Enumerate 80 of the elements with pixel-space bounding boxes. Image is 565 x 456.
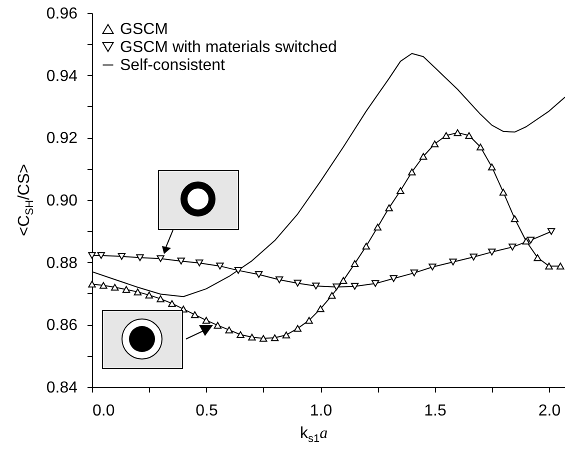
y-tick-label: 0.84 [46, 380, 78, 396]
point [556, 262, 564, 270]
x-tick-label: 1.5 [424, 402, 446, 420]
point [526, 236, 535, 244]
legend-label: GSCM with materials switched [120, 39, 337, 56]
y-tick-label: 0.96 [46, 6, 78, 22]
point [350, 282, 359, 290]
point [110, 284, 119, 291]
y-tick-label: 0.86 [46, 317, 78, 334]
point [362, 242, 370, 250]
point [225, 326, 233, 334]
y-tick-label: 0.92 [46, 130, 78, 148]
point [156, 255, 164, 262]
x-tick-label: 0.5 [196, 402, 218, 420]
point [449, 258, 457, 266]
point [374, 224, 382, 231]
point [100, 282, 108, 289]
point [385, 204, 393, 212]
point [340, 277, 348, 284]
point [547, 228, 556, 235]
point [276, 276, 284, 284]
point [499, 188, 508, 196]
point [312, 282, 320, 290]
legend-label: GSCM [120, 21, 168, 38]
point [371, 280, 380, 287]
point [294, 325, 302, 332]
point [419, 152, 428, 160]
x-tick-label: 1.0 [310, 402, 332, 420]
point [332, 284, 340, 290]
point [190, 311, 199, 318]
point [305, 316, 313, 324]
point [430, 140, 439, 148]
point [522, 238, 530, 245]
point [534, 254, 542, 262]
point [216, 262, 224, 270]
point [410, 270, 418, 276]
point [316, 305, 324, 312]
point [508, 244, 516, 250]
point [442, 132, 450, 139]
x-tick-label: 0.0 [92, 402, 115, 420]
point [136, 254, 144, 262]
point [214, 322, 222, 329]
x-axis-title: k$_{s1}$a [300, 425, 328, 446]
point [454, 129, 462, 136]
point [428, 264, 436, 270]
point [234, 267, 242, 274]
point [545, 262, 553, 270]
point [488, 164, 496, 170]
point [134, 288, 142, 296]
point [156, 295, 164, 302]
point [390, 275, 398, 282]
point [168, 300, 176, 307]
legend-label: Self-consistent [120, 57, 226, 74]
point [408, 168, 416, 176]
y-tick-label: 0.88 [46, 254, 78, 272]
point [270, 334, 279, 342]
point [396, 187, 404, 194]
point [510, 215, 519, 222]
point [282, 332, 290, 338]
point [248, 334, 256, 341]
point [196, 260, 204, 266]
y-tick-label: 0.90 [46, 192, 78, 210]
point [254, 271, 263, 278]
point [97, 252, 105, 259]
point [350, 260, 359, 267]
point [488, 248, 496, 256]
point [118, 253, 126, 260]
point [236, 331, 244, 338]
point [476, 144, 484, 150]
point [328, 292, 336, 299]
point [202, 316, 210, 324]
point [294, 280, 302, 287]
point [122, 286, 130, 293]
point [260, 334, 268, 342]
point [465, 132, 473, 139]
point [177, 258, 185, 264]
y-tick-label: 0.94 [46, 68, 78, 85]
point [470, 254, 478, 260]
point [145, 292, 153, 298]
x-tick-label: 2.0 [538, 402, 561, 420]
